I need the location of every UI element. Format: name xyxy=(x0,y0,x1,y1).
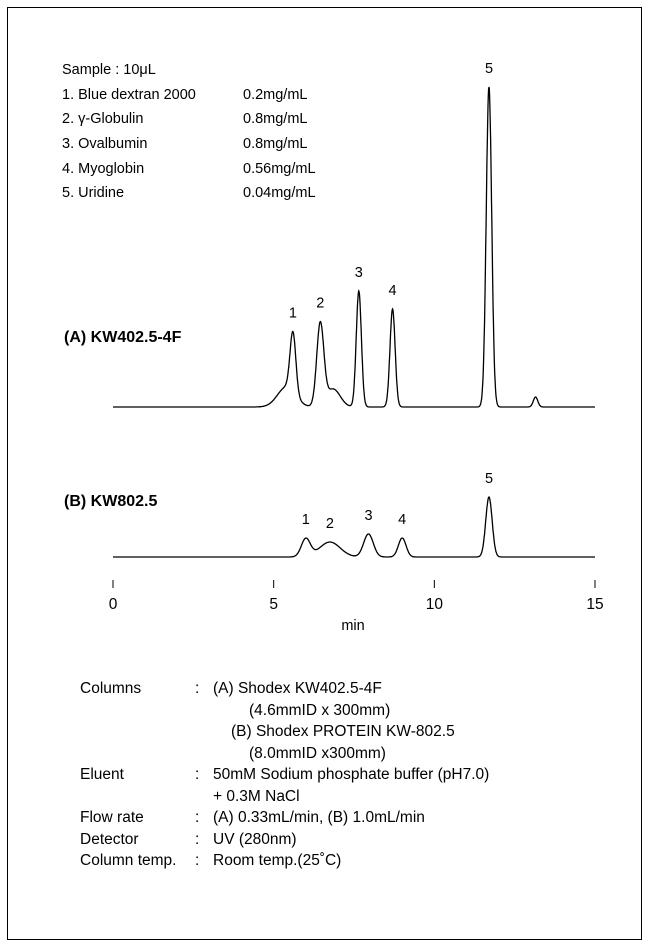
series-a-line xyxy=(113,86,595,408)
x-tick-label: 10 xyxy=(426,596,444,613)
x-axis: min 0 5 10 15 xyxy=(109,580,604,634)
colon: : xyxy=(195,766,200,783)
conditions-block: Columns : (A) Shodex KW402.5-4F (4.6mmID… xyxy=(80,678,640,872)
colon: : xyxy=(195,680,200,697)
sample-name-3: 3. Ovalbumin xyxy=(62,136,147,152)
series-b-line xyxy=(113,496,595,558)
columns-b-row: (B) Shodex PROTEIN KW-802.5 xyxy=(80,721,640,743)
eluent-value: 50mM Sodium phosphate buffer (pH7.0) xyxy=(213,766,490,783)
x-tick-label: 15 xyxy=(586,596,603,613)
columns-b: (B) Shodex PROTEIN KW-802.5 xyxy=(231,723,455,740)
eluent-label: Eluent xyxy=(80,766,124,783)
x-tick-label: 5 xyxy=(269,596,278,613)
detector-label: Detector xyxy=(80,830,139,848)
peak-label-a-2: 2 xyxy=(316,296,324,312)
sample-legend: Sample : 10μL 1. Blue dextran 2000 0.2mg… xyxy=(62,62,316,201)
flow-label: Flow rate xyxy=(80,809,144,826)
sample-name-2: 2. γ-Globulin xyxy=(62,111,143,127)
columns-a-dim: (4.6mmID x 300mm) xyxy=(249,701,391,719)
columns-b-dim-row: (8.0mmID x300mm) xyxy=(80,743,640,765)
x-tick-label: 0 xyxy=(109,596,118,613)
temp-row: Column temp. : Room temp.(25˚C) xyxy=(80,850,640,872)
peak-label-a-1: 1 xyxy=(289,306,297,322)
spacer xyxy=(80,700,195,722)
spacer xyxy=(80,786,195,808)
columns-a-dim-row: (4.6mmID x 300mm) xyxy=(80,700,640,722)
chromatogram-chart: Sample : 10μL 1. Blue dextran 2000 0.2mg… xyxy=(62,61,604,634)
series-b-label: (B) KW802.5 xyxy=(64,493,157,510)
temp-value: Room temp.(25˚C) xyxy=(213,852,342,869)
peak-label-a-4: 4 xyxy=(389,283,397,299)
peak-label-b-4: 4 xyxy=(398,512,406,528)
columns-b-dim: (8.0mmID x300mm) xyxy=(249,744,386,762)
flow-row: Flow rate : (A) 0.33mL/min, (B) 1.0mL/mi… xyxy=(80,807,640,829)
colon: : xyxy=(195,809,200,826)
spacer xyxy=(195,721,213,743)
columns-row: Columns : (A) Shodex KW402.5-4F xyxy=(80,678,640,700)
columns-a: (A) Shodex KW402.5-4F xyxy=(213,680,382,697)
sample-name-4: 4. Myoglobin xyxy=(62,161,144,177)
figure-frame xyxy=(7,7,642,940)
sample-header: Sample : 10μL xyxy=(62,62,156,78)
spacer xyxy=(80,721,195,743)
eluent-row: Eluent : 50mM Sodium phosphate buffer (p… xyxy=(80,764,640,786)
spacer xyxy=(195,743,213,765)
columns-label: Columns xyxy=(80,680,142,697)
spacer xyxy=(195,786,213,808)
peak-label-b-2: 2 xyxy=(326,516,334,532)
colon: : xyxy=(195,852,200,869)
spacer xyxy=(80,743,195,765)
spacer xyxy=(195,700,213,722)
sample-conc-3: 0.8mg/mL xyxy=(243,136,307,152)
sample-conc-4: 0.56mg/mL xyxy=(243,161,316,177)
flow-value: (A) 0.33mL/min, (B) 1.0mL/min xyxy=(213,809,425,826)
sample-conc-2: 0.8mg/mL xyxy=(243,111,307,127)
eluent-value-2: + 0.3M NaCl xyxy=(213,787,300,805)
peak-label-b-3: 3 xyxy=(364,508,372,524)
sample-name-1: 1. Blue dextran 2000 xyxy=(62,87,196,103)
temp-label: Column temp. xyxy=(80,852,177,869)
eluent-row-2: + 0.3M NaCl xyxy=(80,786,640,808)
sample-conc-5: 0.04mg/mL xyxy=(243,185,316,201)
peak-label-a-3: 3 xyxy=(355,265,363,281)
x-axis-title: min xyxy=(341,618,364,634)
peak-label-b-5: 5 xyxy=(485,471,493,487)
sample-name-5: 5. Uridine xyxy=(62,185,124,201)
detector-row: Detector : UV (280nm) xyxy=(80,829,640,851)
sample-conc-1: 0.2mg/mL xyxy=(243,87,307,103)
peak-label-a-5: 5 xyxy=(485,61,493,77)
colon: : xyxy=(195,830,200,848)
peak-label-b-1: 1 xyxy=(302,512,310,528)
series-a-label: (A) KW402.5-4F xyxy=(64,329,182,346)
detector-value: UV (280nm) xyxy=(213,830,297,848)
